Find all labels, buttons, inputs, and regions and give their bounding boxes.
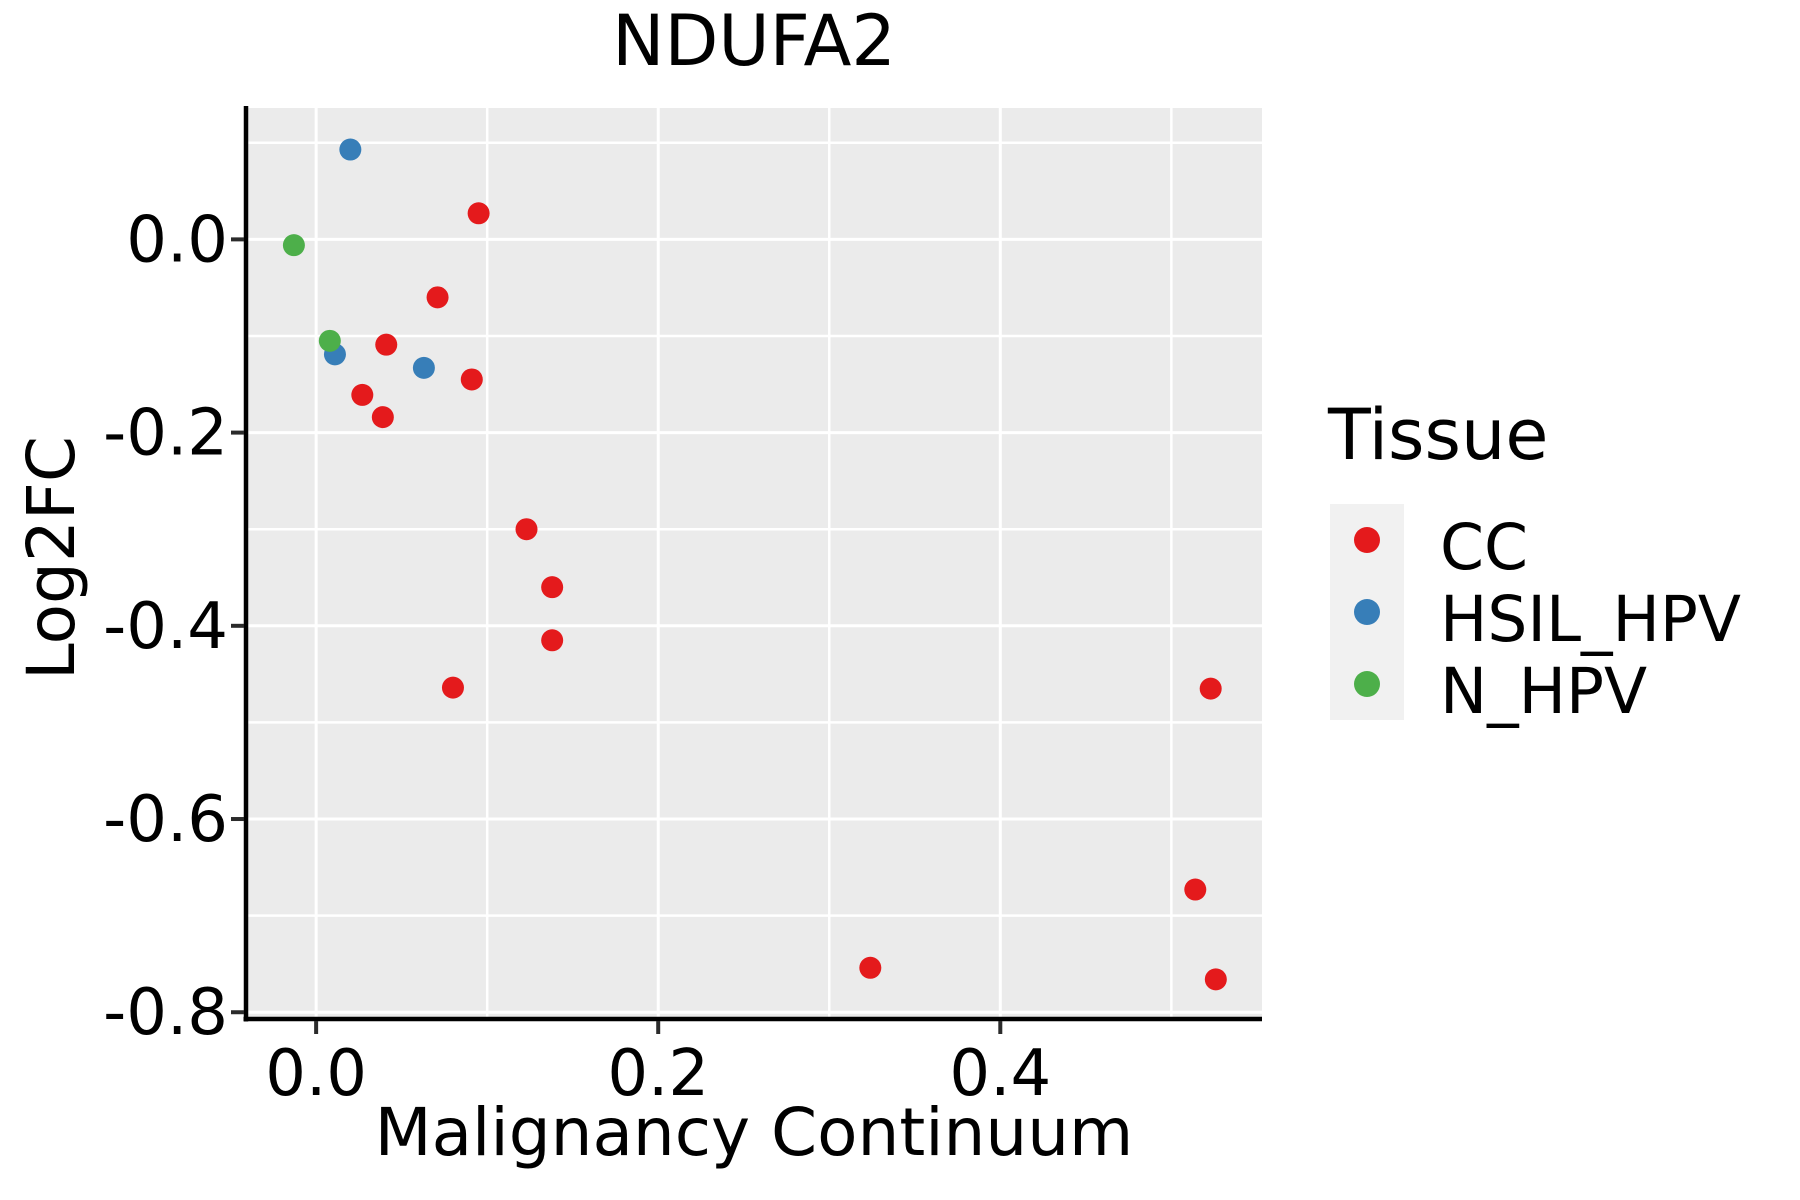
- y-axis-label: Log2FC: [13, 436, 90, 680]
- data-point-cc: [541, 629, 564, 652]
- data-point-hsil_hpv: [339, 138, 362, 161]
- data-point-n_hpv: [282, 234, 305, 257]
- legend-dot-hsil_hpv: [1354, 599, 1380, 625]
- y-tick-label: -0.4: [103, 590, 228, 664]
- data-point-cc: [375, 333, 398, 356]
- x-tick-label: 0.4: [949, 1037, 1051, 1111]
- data-point-cc: [859, 956, 882, 979]
- data-point-cc: [541, 576, 564, 599]
- data-point-cc: [460, 368, 483, 391]
- panel-background: [246, 108, 1262, 1019]
- legend-label-cc: CC: [1440, 511, 1528, 584]
- data-point-cc: [1199, 677, 1222, 700]
- legend-title: Tissue: [1328, 394, 1549, 476]
- x-tick-label: 0.0: [265, 1037, 367, 1111]
- y-tick-label: 0.0: [126, 203, 228, 277]
- chart-title: NDUFA2: [612, 0, 896, 82]
- data-point-cc: [1204, 968, 1227, 991]
- x-tick-label: 0.2: [607, 1037, 709, 1111]
- data-point-hsil_hpv: [412, 356, 435, 379]
- x-axis-label: Malignancy Continuum: [374, 1094, 1134, 1171]
- data-point-n_hpv: [318, 329, 341, 352]
- data-point-cc: [426, 286, 449, 309]
- data-point-cc: [515, 518, 538, 541]
- legend-label-hsil_hpv: HSIL_HPV: [1440, 583, 1742, 656]
- data-point-cc: [441, 676, 464, 699]
- y-tick-label: -0.8: [103, 976, 228, 1050]
- data-point-cc: [1184, 878, 1207, 901]
- data-point-cc: [351, 383, 374, 406]
- legend-label-n_hpv: N_HPV: [1440, 655, 1648, 728]
- y-tick-label: -0.6: [103, 783, 228, 857]
- data-point-cc: [467, 202, 490, 225]
- legend-dot-n_hpv: [1354, 671, 1380, 697]
- data-point-cc: [371, 406, 394, 429]
- y-tick-label: -0.2: [103, 397, 228, 471]
- legend-dot-cc: [1354, 527, 1380, 553]
